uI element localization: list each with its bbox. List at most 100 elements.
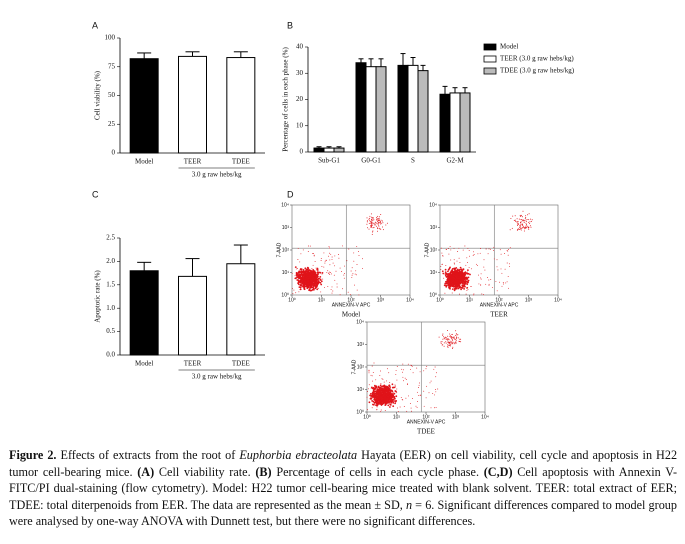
event-dot <box>435 372 437 374</box>
event-dot <box>517 229 519 231</box>
event-dot <box>438 336 440 338</box>
event-dot <box>315 284 318 287</box>
event-dot <box>443 338 445 339</box>
x-tick-label: Model <box>135 158 153 166</box>
event-dot <box>323 252 325 254</box>
event-dot <box>310 272 312 275</box>
event-dot <box>401 398 403 400</box>
event-dot <box>466 283 469 286</box>
event-dot <box>454 338 456 340</box>
event-dot <box>454 272 456 274</box>
event-dot <box>339 267 341 269</box>
y-tick-label: 30 <box>296 69 304 77</box>
event-dot <box>307 251 309 252</box>
event-dot <box>332 262 334 264</box>
event-dot <box>331 256 333 258</box>
y-tick-label: 1.0 <box>106 304 115 312</box>
event-dot <box>459 286 462 289</box>
event-dot <box>371 219 373 221</box>
event-dot <box>377 230 378 232</box>
x-tick-label: S <box>411 157 415 165</box>
event-dot <box>429 382 431 384</box>
event-dot <box>441 270 444 273</box>
event-dot <box>501 272 503 274</box>
event-dot <box>517 222 519 224</box>
event-dot <box>378 395 380 398</box>
y-tick-label: 10⁴ <box>281 202 289 208</box>
event-dot <box>372 222 374 224</box>
event-dot <box>515 220 516 222</box>
event-dot <box>379 403 381 405</box>
event-dot <box>403 406 405 407</box>
event-dot <box>442 334 444 336</box>
event-dot <box>315 279 318 282</box>
event-dot <box>373 223 375 225</box>
event-dot <box>392 405 395 408</box>
event-dot <box>307 270 309 273</box>
caption-text: Cell viability rate. <box>158 464 251 479</box>
event-dot <box>447 281 449 284</box>
event-dot <box>527 225 529 227</box>
event-dot <box>442 272 445 275</box>
event-dot <box>499 281 501 283</box>
event-dot <box>404 377 406 379</box>
event-dot <box>369 394 371 397</box>
event-dot <box>375 379 377 381</box>
event-dot <box>448 253 450 255</box>
event-dot <box>311 282 314 284</box>
event-dot <box>464 285 466 288</box>
event-dot <box>454 269 456 271</box>
event-dot <box>377 391 379 394</box>
event-dot <box>323 266 325 268</box>
event-dot <box>506 281 508 283</box>
event-dot <box>458 247 460 249</box>
event-dot <box>516 221 518 223</box>
bar <box>333 147 345 153</box>
event-dot <box>369 220 371 222</box>
event-dot <box>308 275 311 278</box>
event-dot <box>373 222 375 224</box>
event-dot <box>311 278 314 281</box>
event-dot <box>378 390 380 392</box>
event-dot <box>378 221 380 223</box>
event-dot <box>313 283 315 286</box>
x-tick-label: 10³ <box>452 414 460 420</box>
event-dot <box>464 283 466 286</box>
event-dot <box>423 390 425 392</box>
event-dot <box>507 276 509 278</box>
bar <box>178 275 207 356</box>
event-dot <box>447 341 449 343</box>
event-dot <box>321 273 323 275</box>
event-dot <box>464 273 467 275</box>
event-dot <box>298 291 300 293</box>
event-dot <box>441 263 443 265</box>
event-dot <box>469 273 471 276</box>
event-dot <box>358 255 360 257</box>
event-dot <box>367 388 369 390</box>
event-dot <box>370 222 372 224</box>
event-dot <box>378 222 380 224</box>
event-dot <box>459 262 461 264</box>
event-dot <box>328 255 330 257</box>
event-dot <box>377 386 380 388</box>
event-dot <box>458 277 461 280</box>
event-dot <box>317 280 320 282</box>
event-dot <box>451 336 453 338</box>
event-dot <box>380 409 382 411</box>
event-dot <box>467 272 470 275</box>
event-dot <box>518 228 520 230</box>
event-dot <box>390 397 393 400</box>
event-dot <box>372 227 374 229</box>
event-dot <box>299 261 301 263</box>
event-dot <box>491 286 493 288</box>
event-dot <box>296 268 298 270</box>
legend-swatch <box>483 55 497 63</box>
event-dot <box>311 283 313 286</box>
y-tick-label: 0 <box>300 148 304 156</box>
event-dot <box>329 271 331 273</box>
event-dot <box>502 283 504 285</box>
event-dot <box>410 364 412 366</box>
event-dot <box>520 225 522 227</box>
event-dot <box>452 337 454 339</box>
event-dot <box>307 277 310 280</box>
